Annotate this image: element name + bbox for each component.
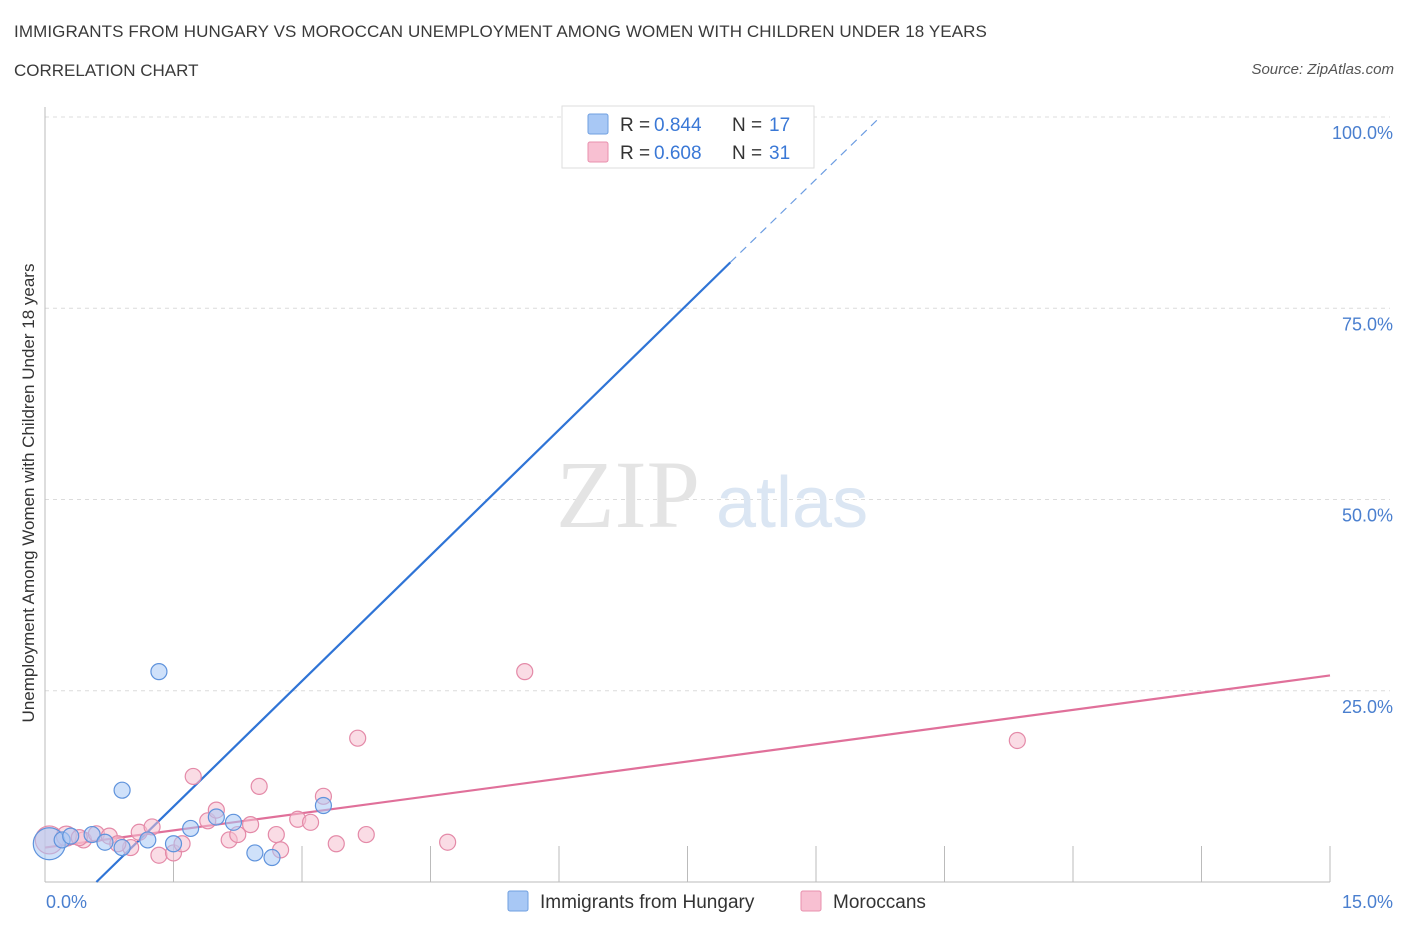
point-hungary	[182, 819, 200, 838]
point-hungary	[246, 844, 264, 862]
legend-r-value-hungary: 0.844	[654, 115, 702, 136]
grid-lines	[45, 116, 1390, 692]
source-label: Source: ZipAtlas.com	[1251, 61, 1394, 78]
legend-r-value-moroccans: 0.608	[654, 143, 702, 164]
point-hungary	[113, 781, 131, 799]
point-hungary	[263, 848, 281, 867]
x-tick-label: 0.0%	[46, 892, 87, 912]
point-moroccans	[357, 825, 375, 844]
watermark: ZIP atlas	[556, 441, 868, 548]
point-moroccans	[301, 813, 320, 831]
y-tick-label: 50.0%	[1342, 506, 1393, 526]
y-tick-label: 100.0%	[1332, 123, 1393, 143]
chart-title: IMMIGRANTS FROM HUNGARY VS MOROCCAN UNEM…	[14, 22, 987, 41]
data-points	[32, 108, 1026, 867]
legend-n-label-hungary: N =	[732, 115, 767, 136]
bottom-legend-label-moroccans: Moroccans	[833, 892, 926, 913]
point-moroccans	[327, 835, 345, 853]
trend-line-hungary	[95, 261, 732, 883]
point-hungary	[62, 827, 80, 845]
y-tick-label: 75.0%	[1342, 314, 1393, 334]
legend-n-label-moroccans: N =	[732, 143, 767, 164]
trend-lines	[44, 116, 1331, 883]
point-hungary	[150, 663, 168, 681]
point-moroccans	[516, 663, 534, 681]
trend-line-hungary-extension	[729, 116, 881, 263]
legend-swatch-hungary	[587, 113, 609, 135]
trend-line-moroccans	[44, 674, 1331, 849]
point-hungary	[164, 835, 183, 853]
legend: R = 0.844 N = 17 R = 0.608 N = 31	[561, 105, 815, 169]
bottom-legend: Immigrants from Hungary Moroccans	[507, 890, 926, 913]
point-moroccans	[349, 729, 367, 747]
point-hungary	[83, 825, 101, 844]
bottom-legend-swatch-hungary	[507, 890, 529, 912]
point-moroccans	[184, 767, 202, 786]
point-hungary	[139, 831, 157, 849]
y-tick-label: 25.0%	[1342, 697, 1393, 717]
legend-r-label-hungary: R =	[620, 115, 655, 136]
bottom-legend-swatch-moroccans	[800, 890, 822, 912]
point-hungary	[113, 838, 131, 857]
watermark-atlas: atlas	[716, 463, 868, 543]
legend-swatch-moroccans	[587, 141, 609, 163]
legend-n-value-hungary: 17	[769, 115, 790, 136]
point-moroccans	[1008, 731, 1026, 750]
point-moroccans	[150, 846, 168, 864]
watermark-zip: ZIP	[556, 441, 700, 548]
bottom-legend-label-hungary: Immigrants from Hungary	[540, 892, 755, 913]
point-hungary	[207, 808, 225, 826]
chart-subtitle: CORRELATION CHART	[14, 61, 199, 80]
point-hungary	[314, 796, 333, 815]
point-hungary	[224, 813, 243, 831]
legend-n-value-moroccans: 31	[769, 143, 790, 164]
point-moroccans	[439, 833, 457, 851]
point-hungary	[96, 833, 114, 851]
axes	[44, 107, 1331, 883]
point-moroccans	[267, 825, 285, 844]
point-moroccans	[250, 777, 268, 795]
x-tick-label: 15.0%	[1342, 892, 1393, 912]
legend-r-label-moroccans: R =	[620, 143, 655, 164]
y-axis-title: Unemployment Among Women with Children U…	[19, 264, 38, 723]
tick-labels: 100.0% 75.0% 50.0% 25.0% 0.0% 15.0%	[46, 123, 1393, 912]
point-moroccans	[242, 816, 260, 834]
